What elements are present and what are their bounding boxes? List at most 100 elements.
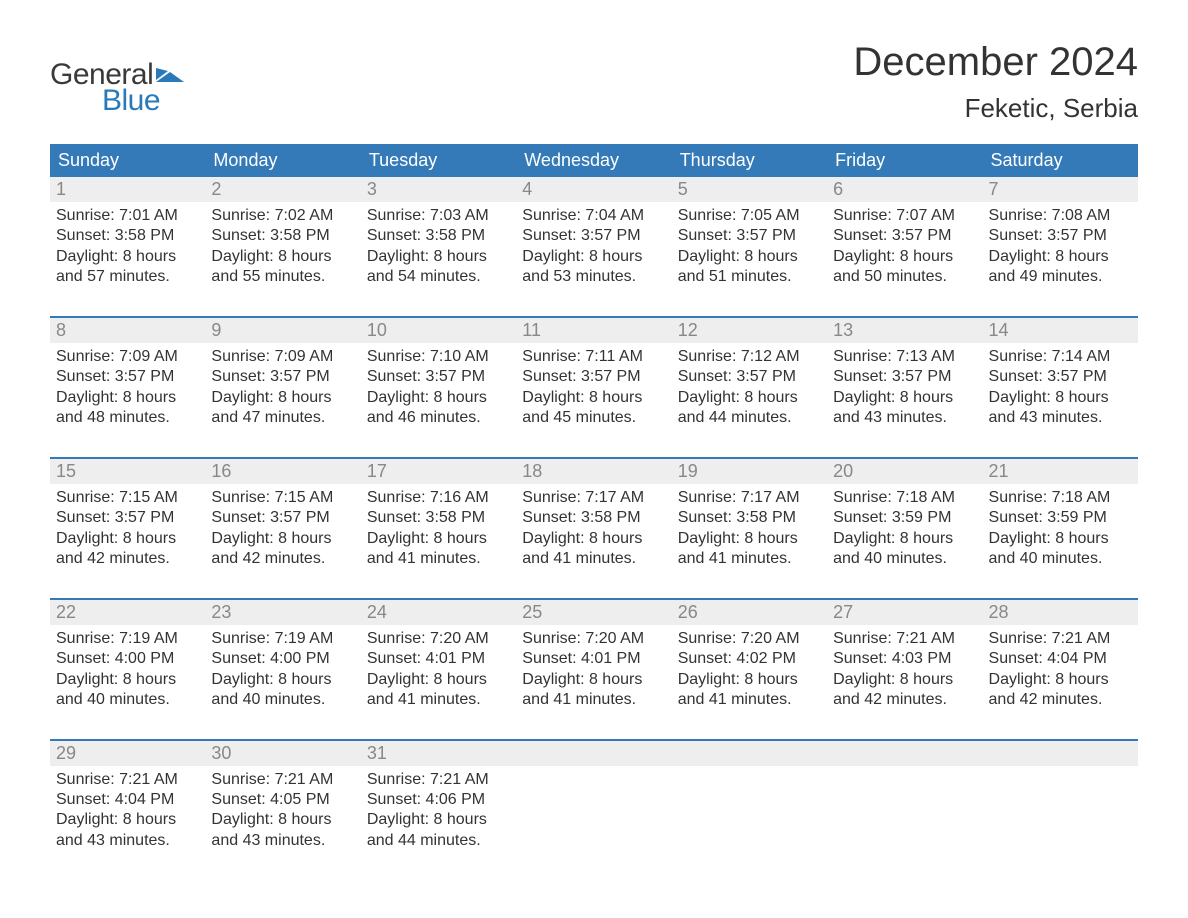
day-cell: 21Sunrise: 7:18 AMSunset: 3:59 PMDayligh… — [983, 459, 1138, 574]
day-body: Sunrise: 7:01 AMSunset: 3:58 PMDaylight:… — [50, 202, 205, 292]
day-body: Sunrise: 7:10 AMSunset: 3:57 PMDaylight:… — [361, 343, 516, 433]
day-day2: and 43 minutes. — [833, 408, 976, 428]
day-number: 24 — [361, 600, 516, 625]
day-day1: Daylight: 8 hours — [56, 810, 199, 830]
day-day2: and 47 minutes. — [211, 408, 354, 428]
title-block: December 2024 Feketic, Serbia — [853, 40, 1138, 124]
day-number: 16 — [205, 459, 360, 484]
day-day1: Daylight: 8 hours — [678, 529, 821, 549]
day-number: 20 — [827, 459, 982, 484]
day-sunset: Sunset: 3:58 PM — [211, 226, 354, 246]
day-sunset: Sunset: 4:00 PM — [56, 649, 199, 669]
day-number: 2 — [205, 177, 360, 202]
empty-day-cell — [983, 741, 1138, 856]
day-cell: 11Sunrise: 7:11 AMSunset: 3:57 PMDayligh… — [516, 318, 671, 433]
weekday-tuesday: Tuesday — [361, 144, 516, 177]
day-day1: Daylight: 8 hours — [833, 529, 976, 549]
week-row: 15Sunrise: 7:15 AMSunset: 3:57 PMDayligh… — [50, 457, 1138, 574]
day-day1: Daylight: 8 hours — [989, 247, 1132, 267]
day-cell: 28Sunrise: 7:21 AMSunset: 4:04 PMDayligh… — [983, 600, 1138, 715]
day-sunrise: Sunrise: 7:21 AM — [56, 770, 199, 790]
day-cell: 8Sunrise: 7:09 AMSunset: 3:57 PMDaylight… — [50, 318, 205, 433]
day-body: Sunrise: 7:09 AMSunset: 3:57 PMDaylight:… — [50, 343, 205, 433]
day-day2: and 44 minutes. — [367, 831, 510, 851]
day-number: 10 — [361, 318, 516, 343]
day-day1: Daylight: 8 hours — [56, 529, 199, 549]
day-cell: 22Sunrise: 7:19 AMSunset: 4:00 PMDayligh… — [50, 600, 205, 715]
day-number-empty — [672, 741, 827, 766]
day-number: 7 — [983, 177, 1138, 202]
day-day1: Daylight: 8 hours — [56, 670, 199, 690]
day-number: 15 — [50, 459, 205, 484]
day-number: 27 — [827, 600, 982, 625]
day-day1: Daylight: 8 hours — [367, 810, 510, 830]
day-sunset: Sunset: 3:57 PM — [522, 226, 665, 246]
day-cell: 12Sunrise: 7:12 AMSunset: 3:57 PMDayligh… — [672, 318, 827, 433]
day-day1: Daylight: 8 hours — [211, 247, 354, 267]
day-day2: and 41 minutes. — [367, 690, 510, 710]
day-number: 28 — [983, 600, 1138, 625]
day-sunset: Sunset: 4:02 PM — [678, 649, 821, 669]
day-sunset: Sunset: 4:05 PM — [211, 790, 354, 810]
day-number: 3 — [361, 177, 516, 202]
day-day2: and 43 minutes. — [211, 831, 354, 851]
weekday-header-row: Sunday Monday Tuesday Wednesday Thursday… — [50, 144, 1138, 177]
day-sunset: Sunset: 4:06 PM — [367, 790, 510, 810]
day-body: Sunrise: 7:20 AMSunset: 4:01 PMDaylight:… — [516, 625, 671, 715]
day-body: Sunrise: 7:13 AMSunset: 3:57 PMDaylight:… — [827, 343, 982, 433]
day-sunset: Sunset: 3:57 PM — [833, 226, 976, 246]
calendar: Sunday Monday Tuesday Wednesday Thursday… — [50, 144, 1138, 855]
day-sunset: Sunset: 3:58 PM — [522, 508, 665, 528]
day-sunrise: Sunrise: 7:18 AM — [989, 488, 1132, 508]
day-cell: 9Sunrise: 7:09 AMSunset: 3:57 PMDaylight… — [205, 318, 360, 433]
weeks-container: 1Sunrise: 7:01 AMSunset: 3:58 PMDaylight… — [50, 177, 1138, 855]
day-day1: Daylight: 8 hours — [522, 670, 665, 690]
day-body: Sunrise: 7:11 AMSunset: 3:57 PMDaylight:… — [516, 343, 671, 433]
day-sunset: Sunset: 3:57 PM — [833, 367, 976, 387]
day-day1: Daylight: 8 hours — [833, 388, 976, 408]
day-sunrise: Sunrise: 7:05 AM — [678, 206, 821, 226]
day-day2: and 40 minutes. — [56, 690, 199, 710]
day-sunset: Sunset: 4:01 PM — [522, 649, 665, 669]
day-day1: Daylight: 8 hours — [522, 529, 665, 549]
day-sunset: Sunset: 3:57 PM — [211, 508, 354, 528]
day-cell: 18Sunrise: 7:17 AMSunset: 3:58 PMDayligh… — [516, 459, 671, 574]
day-number: 5 — [672, 177, 827, 202]
day-day1: Daylight: 8 hours — [367, 388, 510, 408]
day-sunset: Sunset: 3:57 PM — [211, 367, 354, 387]
day-sunrise: Sunrise: 7:04 AM — [522, 206, 665, 226]
weekday-wednesday: Wednesday — [516, 144, 671, 177]
day-sunrise: Sunrise: 7:03 AM — [367, 206, 510, 226]
day-cell: 1Sunrise: 7:01 AMSunset: 3:58 PMDaylight… — [50, 177, 205, 292]
day-body: Sunrise: 7:21 AMSunset: 4:04 PMDaylight:… — [983, 625, 1138, 715]
day-day1: Daylight: 8 hours — [989, 388, 1132, 408]
day-day2: and 51 minutes. — [678, 267, 821, 287]
day-number: 8 — [50, 318, 205, 343]
day-cell: 16Sunrise: 7:15 AMSunset: 3:57 PMDayligh… — [205, 459, 360, 574]
day-sunrise: Sunrise: 7:21 AM — [211, 770, 354, 790]
day-number: 30 — [205, 741, 360, 766]
day-sunset: Sunset: 4:01 PM — [367, 649, 510, 669]
day-body: Sunrise: 7:19 AMSunset: 4:00 PMDaylight:… — [205, 625, 360, 715]
day-day1: Daylight: 8 hours — [522, 388, 665, 408]
day-day2: and 45 minutes. — [522, 408, 665, 428]
day-number: 23 — [205, 600, 360, 625]
day-sunset: Sunset: 3:59 PM — [833, 508, 976, 528]
day-sunset: Sunset: 3:57 PM — [989, 226, 1132, 246]
day-sunset: Sunset: 4:04 PM — [56, 790, 199, 810]
day-body: Sunrise: 7:16 AMSunset: 3:58 PMDaylight:… — [361, 484, 516, 574]
day-sunset: Sunset: 3:57 PM — [678, 367, 821, 387]
day-day2: and 46 minutes. — [367, 408, 510, 428]
day-cell: 2Sunrise: 7:02 AMSunset: 3:58 PMDaylight… — [205, 177, 360, 292]
week-row: 22Sunrise: 7:19 AMSunset: 4:00 PMDayligh… — [50, 598, 1138, 715]
day-sunset: Sunset: 3:57 PM — [678, 226, 821, 246]
weekday-friday: Friday — [827, 144, 982, 177]
logo-word-2: Blue — [50, 84, 184, 118]
day-sunset: Sunset: 3:57 PM — [522, 367, 665, 387]
day-day2: and 43 minutes. — [56, 831, 199, 851]
day-day1: Daylight: 8 hours — [833, 670, 976, 690]
day-day1: Daylight: 8 hours — [678, 388, 821, 408]
day-body: Sunrise: 7:08 AMSunset: 3:57 PMDaylight:… — [983, 202, 1138, 292]
day-day2: and 44 minutes. — [678, 408, 821, 428]
day-day2: and 57 minutes. — [56, 267, 199, 287]
